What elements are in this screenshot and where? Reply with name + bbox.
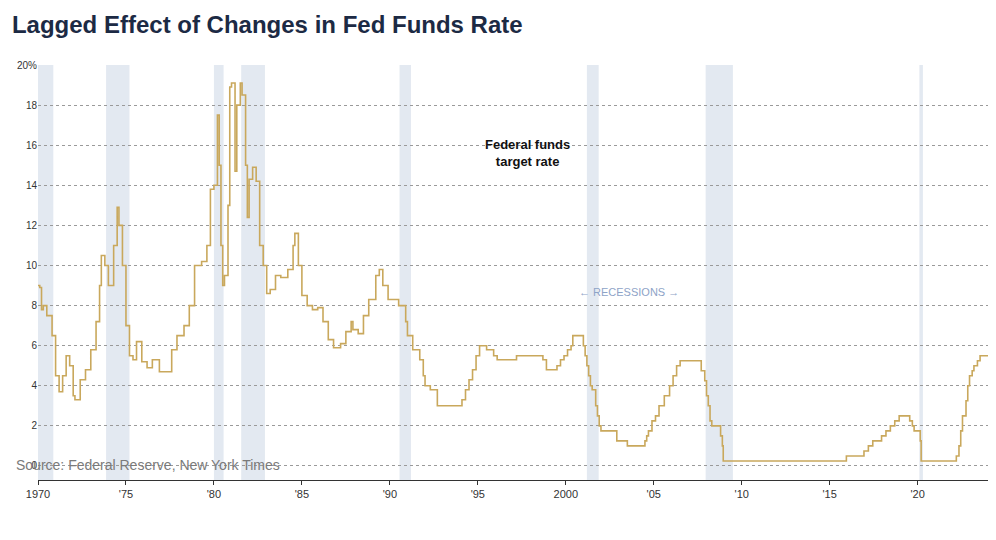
svg-text:'75: '75 bbox=[119, 488, 133, 500]
svg-text:'90: '90 bbox=[383, 488, 397, 500]
svg-text:1970: 1970 bbox=[26, 488, 50, 500]
svg-text:'20: '20 bbox=[910, 488, 924, 500]
svg-text:4: 4 bbox=[31, 380, 37, 391]
svg-text:0: 0 bbox=[31, 460, 37, 471]
svg-text:'95: '95 bbox=[471, 488, 485, 500]
svg-text:14: 14 bbox=[26, 180, 38, 191]
svg-text:18: 18 bbox=[26, 100, 38, 111]
svg-text:'15: '15 bbox=[822, 488, 836, 500]
svg-text:10: 10 bbox=[26, 260, 38, 271]
svg-text:'85: '85 bbox=[295, 488, 309, 500]
svg-text:'05: '05 bbox=[647, 488, 661, 500]
svg-text:6: 6 bbox=[31, 340, 37, 351]
svg-text:Lagged Effect of Changes in Fe: Lagged Effect of Changes in Fed Funds Ra… bbox=[12, 11, 523, 38]
svg-text:← RECESSIONS →: ← RECESSIONS → bbox=[579, 286, 679, 298]
svg-text:8: 8 bbox=[31, 300, 37, 311]
svg-text:2000: 2000 bbox=[554, 488, 578, 500]
svg-text:'80: '80 bbox=[207, 488, 221, 500]
svg-text:Source: Federal Reserve, New Y: Source: Federal Reserve, New York Times bbox=[16, 457, 280, 473]
svg-text:Federal fundstarget rate: Federal fundstarget rate bbox=[485, 137, 570, 169]
svg-text:12: 12 bbox=[26, 220, 38, 231]
svg-text:16: 16 bbox=[26, 140, 38, 151]
svg-text:'10: '10 bbox=[735, 488, 749, 500]
svg-text:2: 2 bbox=[31, 420, 37, 431]
svg-text:20%: 20% bbox=[17, 60, 37, 71]
